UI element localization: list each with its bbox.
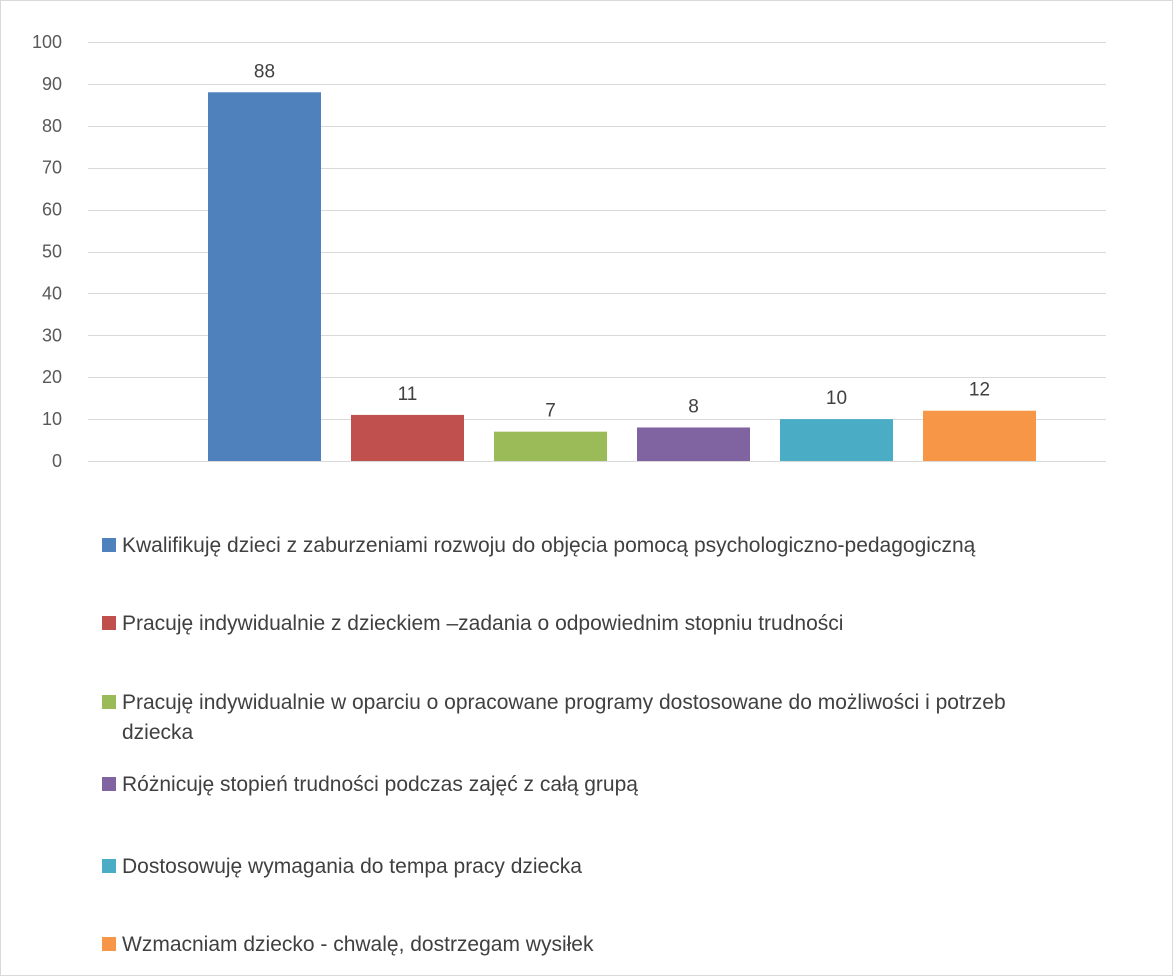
y-tick-label: 70 [42,158,62,178]
bar [637,427,750,461]
y-tick-label: 30 [42,325,62,345]
bar [780,419,893,461]
legend-swatch [102,538,116,552]
legend-swatch [102,777,116,791]
y-tick-label: 90 [42,74,62,94]
legend-item: Dostosowuję wymagania do tempa pracy dzi… [102,855,582,878]
legend-label: Różnicuję stopień trudności podczas zaję… [122,773,638,796]
legend-item: Kwalifikuję dzieci z zaburzeniami rozwoj… [102,534,976,557]
bar [494,431,607,461]
data-label: 10 [826,388,847,409]
legend-item: Pracuję indywidualnie w oparciu o opraco… [102,691,1006,744]
legend-swatch [102,859,116,873]
data-label: 7 [545,401,556,422]
data-label: 12 [969,380,990,401]
legend-item: Różnicuję stopień trudności podczas zaję… [102,773,638,796]
legend-swatch [102,616,116,630]
y-tick-label: 10 [42,409,62,429]
y-tick-label: 40 [42,283,62,303]
legend-item: Pracuję indywidualnie z dzieckiem –zadan… [102,612,843,635]
legend-label: Wzmacniam dziecko - chwalę, dostrzegam w… [122,933,594,956]
y-tick-label: 60 [42,200,62,220]
data-label: 88 [254,61,275,82]
bars [208,92,1036,461]
legend-label: Pracuję indywidualnie w oparciu o opraco… [122,691,1006,744]
data-labels: 88 11 7 8 10 12 [254,61,990,421]
legend: Kwalifikuję dzieci z zaburzeniami rozwoj… [102,534,1006,956]
bar [923,410,1036,461]
data-label: 11 [398,384,418,405]
y-tick-label: 50 [42,242,62,262]
y-tick-label: 20 [42,367,62,387]
legend-swatch [102,937,116,951]
legend-item: Wzmacniam dziecko - chwalę, dostrzegam w… [102,933,594,956]
legend-swatch [102,695,116,709]
bar [351,414,464,461]
data-label: 8 [688,396,699,417]
y-axis-tick-labels: 0 10 20 30 40 50 60 70 80 90 100 [32,32,62,471]
legend-label: Dostosowuję wymagania do tempa pracy dzi… [122,855,582,878]
y-tick-label: 80 [42,116,62,136]
legend-label: Pracuję indywidualnie z dzieckiem –zadan… [122,612,843,635]
bar [208,92,321,461]
y-tick-label: 100 [32,32,62,52]
legend-label: Kwalifikuję dzieci z zaburzeniami rozwoj… [122,534,976,557]
y-tick-label: 0 [52,451,62,471]
